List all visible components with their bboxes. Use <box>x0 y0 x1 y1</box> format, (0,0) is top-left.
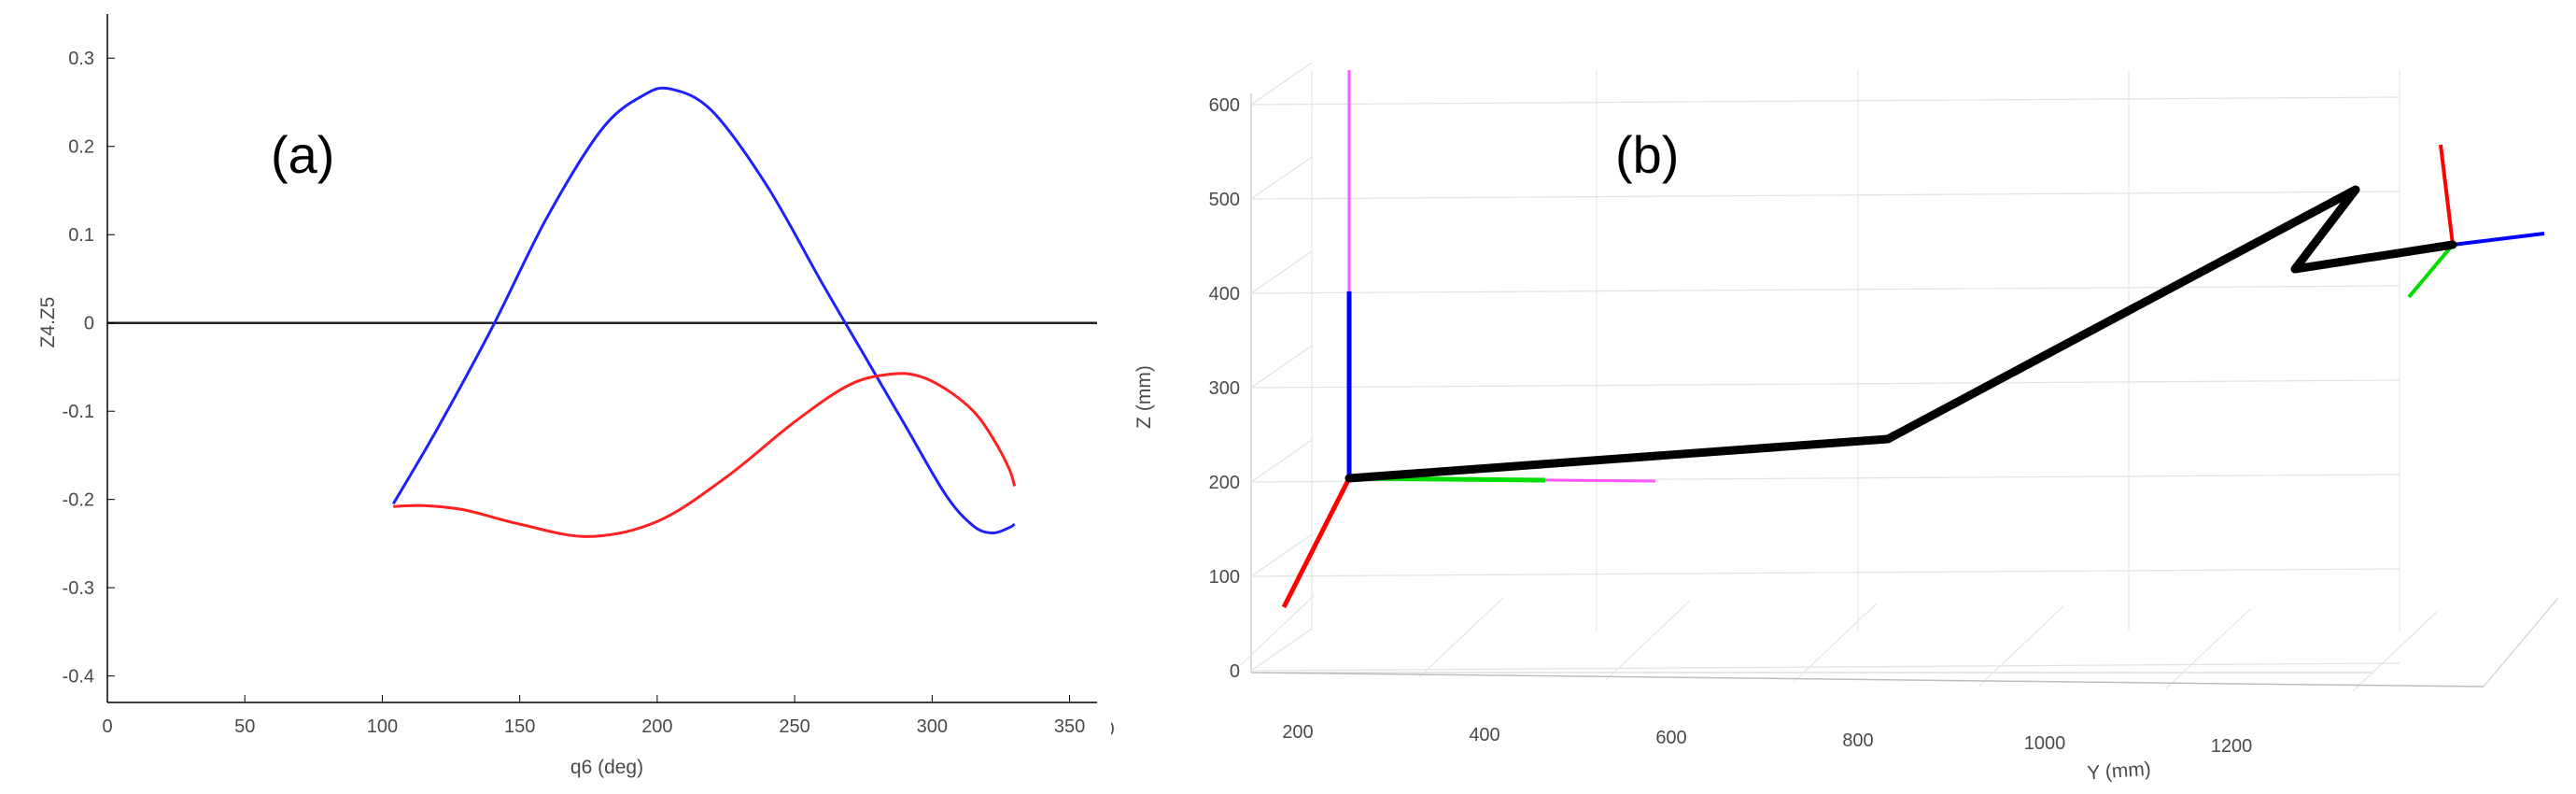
floor-grid-diag <box>1230 594 1316 675</box>
y-tick-label: 400 <box>1469 725 1499 745</box>
base-x-axis <box>1281 476 1352 609</box>
panel-label-a: (a) <box>271 125 334 184</box>
y-axis-label-b: Y (mm) <box>2087 759 2152 785</box>
chart-a-axes <box>106 14 1097 703</box>
floor-grid-diag <box>2165 608 2251 689</box>
y-tick-label-a: 0.2 <box>68 137 94 158</box>
z-grid-line <box>1250 96 2400 106</box>
z-grid-line <box>1250 379 2400 389</box>
series-line-blue <box>391 86 1016 535</box>
z-grid-line <box>1250 662 2400 672</box>
z-tick-label: 600 <box>1209 95 1240 116</box>
chart-b-grid <box>1230 62 2559 692</box>
y-tick-label: 0 <box>1111 719 1115 740</box>
x-tick-label-a: 50 <box>234 716 255 737</box>
x-tick-label-a: 0 <box>102 716 112 737</box>
y-tick-label-a: -0.1 <box>63 402 94 422</box>
z-grid-line <box>1250 191 2400 200</box>
x-tick-label-a: 100 <box>367 716 398 737</box>
y-tick-label-a: -0.2 <box>63 490 94 511</box>
chart-b-arm <box>1344 185 2457 483</box>
z-grid-diag <box>1250 62 1313 106</box>
z-grid-diag <box>1250 533 1313 577</box>
y-tick-label-a: 0.1 <box>68 225 94 246</box>
x-tick-label-a: 350 <box>1054 716 1085 737</box>
tool-x-axis <box>2439 144 2455 246</box>
floor-grid-diag <box>2352 611 2438 692</box>
z-axis-label-b: Z (mm) <box>1133 365 1155 429</box>
z-grid-line <box>1250 568 2400 577</box>
y-tick-label: 1000 <box>2024 733 2066 754</box>
y-tick-label-a: 0.3 <box>68 49 94 69</box>
x-tick-label-a: 300 <box>917 716 948 737</box>
z-tick-label: 0 <box>1230 661 1240 682</box>
tool-y-axis <box>2407 243 2455 299</box>
z-tick-label: 400 <box>1209 284 1240 305</box>
chart-b: 0 100 200 300 400 500 600 0 200 400 600 800 1000 1200… <box>1111 62 2559 785</box>
y-axis-label-a: Z4.Z5 <box>37 297 59 348</box>
series-line-red <box>393 372 1017 538</box>
y-axis-b <box>1250 672 2485 688</box>
z-grid-diag <box>1250 345 1313 389</box>
floor-grid-diag <box>1418 597 1504 678</box>
chart-b-frames <box>1281 70 2545 609</box>
y-tick-label-a: -0.3 <box>63 578 94 599</box>
z-tick-label: 200 <box>1209 473 1240 493</box>
chart-a-series <box>391 86 1017 538</box>
floor-grid-diag <box>1605 600 1691 681</box>
chart-a: 0 50 100 150 200 250 300 350 -0.4 -0.3 -0.2 -0.1 0 0.… <box>37 14 1097 778</box>
z-tick-label: 500 <box>1209 190 1240 210</box>
z-tick-label: 300 <box>1209 378 1240 399</box>
x-tick-label-a: 250 <box>779 716 809 737</box>
floor-grid-diag <box>1792 603 1878 684</box>
z-grid-diag <box>1250 156 1313 200</box>
x-axis-label-a: q6 (deg) <box>570 757 643 778</box>
floor-grid-diag <box>1978 605 2064 687</box>
z-grid-diag <box>1250 439 1313 483</box>
y-tick-label-a: 0 <box>84 314 94 334</box>
z-tick-label: 100 <box>1209 567 1240 588</box>
z-grid-line <box>1250 285 2400 294</box>
panel-label-b: (b) <box>1615 125 1679 184</box>
chart-a-ticks: 0 50 100 150 200 250 300 350 -0.4 -0.3 -0.2 -0.1 0 0.… <box>63 49 1086 737</box>
y-tick-label-a: -0.4 <box>63 667 94 688</box>
y-tick-label: 800 <box>1842 730 1873 751</box>
z-grid-diag <box>1250 628 1313 672</box>
y-tick-label: 1200 <box>2211 736 2253 757</box>
x-tick-label-a: 150 <box>504 716 535 737</box>
y-tick-label: 600 <box>1655 728 1686 748</box>
floor-right-edge <box>2483 597 2559 688</box>
x-tick-label-a: 200 <box>641 716 672 737</box>
chart-b-ticks: 0 100 200 300 400 500 600 0 200 400 600 800 1000 1200 <box>1111 95 2252 757</box>
y-tick-label: 200 <box>1282 722 1313 743</box>
tool-z-axis <box>2452 232 2545 247</box>
robot-arm-link <box>1344 185 2457 483</box>
z-grid-diag <box>1250 250 1313 294</box>
